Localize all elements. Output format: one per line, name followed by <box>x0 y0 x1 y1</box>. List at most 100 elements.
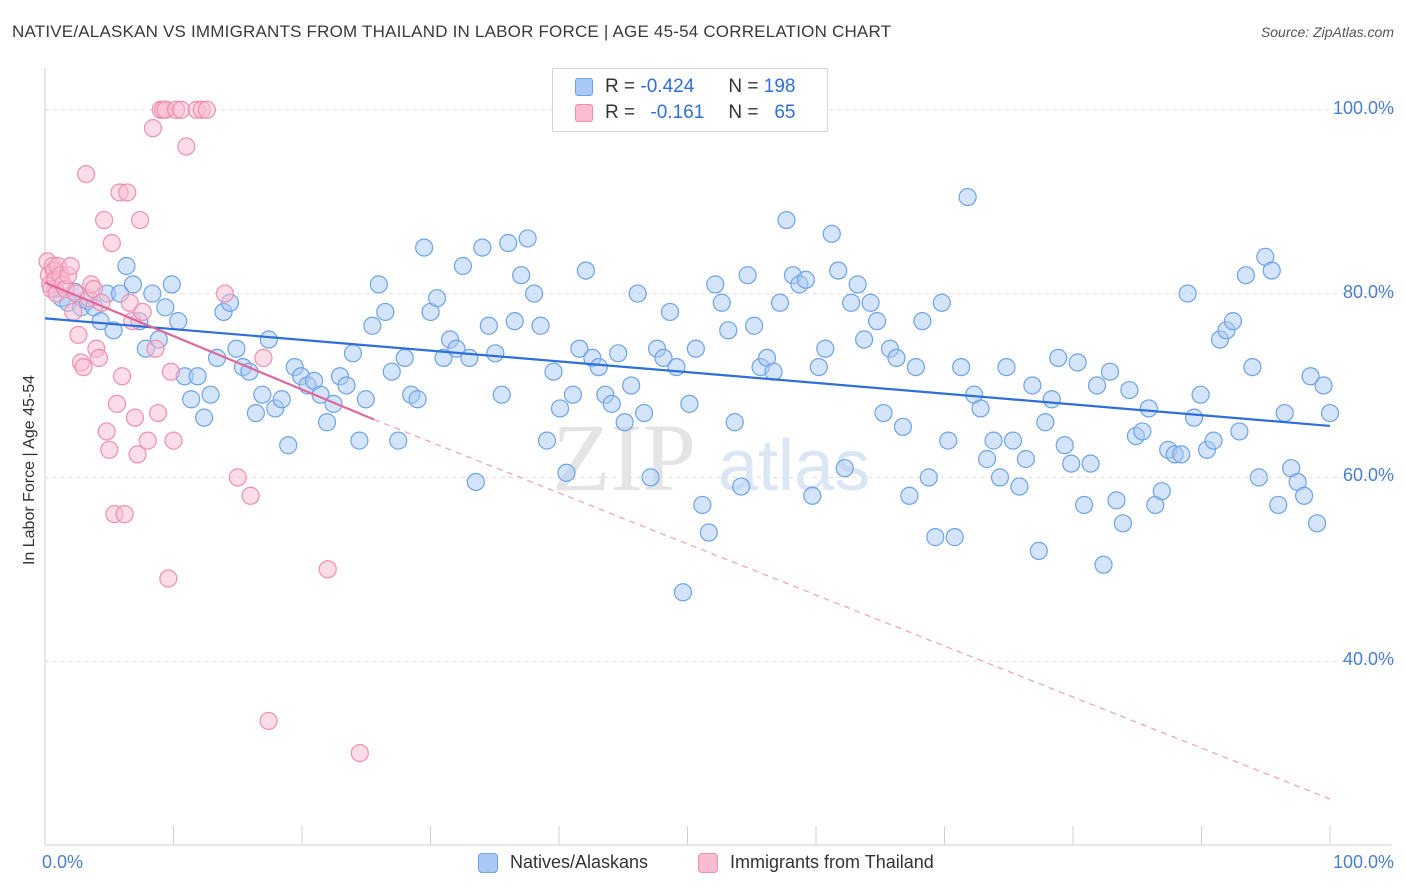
point-natives <box>822 224 841 243</box>
point-natives <box>686 339 705 358</box>
point-natives <box>887 348 906 368</box>
point-natives <box>803 486 822 505</box>
point-natives <box>906 357 925 377</box>
point-natives <box>1042 390 1061 409</box>
trend-line-natives <box>44 317 1331 428</box>
point-natives <box>415 238 434 257</box>
point-natives <box>654 348 673 368</box>
point-natives <box>427 289 447 308</box>
point-natives <box>628 284 647 303</box>
point-thailand <box>241 486 260 505</box>
point-natives <box>796 270 815 289</box>
point-natives <box>1172 445 1191 464</box>
stats-r-value: -0.424 <box>640 76 695 97</box>
stats-r-label: R = <box>605 102 636 123</box>
y-tick-label: 40.0% <box>1342 649 1394 670</box>
point-thailand <box>143 119 163 138</box>
point-natives <box>1036 413 1055 432</box>
point-natives <box>570 339 589 358</box>
point-natives <box>279 436 298 455</box>
point-natives <box>343 344 363 363</box>
point-thailand <box>130 210 150 230</box>
legend-swatch-natives <box>478 852 498 873</box>
point-natives <box>764 362 783 381</box>
axes <box>44 68 1392 846</box>
point-natives <box>479 316 498 335</box>
point-thailand <box>164 431 183 450</box>
point-natives <box>1113 514 1133 533</box>
point-natives <box>777 210 796 230</box>
x-tick-label-max: 100.0% <box>1332 852 1394 872</box>
point-natives <box>913 312 932 331</box>
point-natives <box>939 431 958 450</box>
point-natives <box>712 293 731 312</box>
point-natives <box>356 390 375 409</box>
point-thailand <box>107 394 127 413</box>
point-thailand <box>254 348 273 368</box>
point-natives <box>990 468 1010 487</box>
point-thailand <box>148 403 168 423</box>
point-natives <box>1100 362 1120 381</box>
point-natives <box>926 528 945 547</box>
stats-swatch-natives <box>575 78 593 96</box>
point-natives <box>337 376 356 395</box>
stats-n-value: 65 <box>774 102 796 123</box>
point-natives <box>1314 376 1333 395</box>
legend-item-thailand[interactable]: Immigrants from Thailand <box>698 852 934 873</box>
point-natives <box>1120 380 1139 400</box>
point-natives <box>143 284 162 303</box>
legend-item-natives[interactable]: Natives/Alaskans <box>478 852 648 873</box>
point-natives <box>835 459 854 478</box>
point-natives <box>182 390 201 409</box>
point-natives <box>1068 353 1087 372</box>
point-natives <box>1010 477 1029 496</box>
point-natives <box>1262 261 1281 280</box>
point-natives <box>867 312 887 331</box>
legend-label-natives: Natives/Alaskans <box>510 852 649 872</box>
gridlines <box>45 109 1392 662</box>
stats-r-value: -0.161 <box>650 102 705 123</box>
point-natives <box>893 417 913 436</box>
stats-row-thailand: R = -0.161 N = 65 <box>575 100 795 126</box>
point-natives <box>188 367 207 386</box>
point-natives <box>809 357 828 377</box>
point-natives <box>1243 357 1262 377</box>
point-natives <box>376 302 395 322</box>
point-natives <box>609 344 628 363</box>
point-natives <box>525 284 544 303</box>
point-natives <box>770 293 790 312</box>
point-natives <box>253 385 272 404</box>
point-natives <box>919 468 938 487</box>
stats-r-label: R = <box>605 76 636 97</box>
x-tick-label-min: 0.0% <box>42 852 84 872</box>
point-thailand <box>102 233 121 253</box>
point-natives <box>997 357 1016 377</box>
point-natives <box>473 238 492 257</box>
point-natives <box>1107 491 1126 510</box>
point-natives <box>1133 422 1152 441</box>
point-natives <box>563 385 583 404</box>
y-tick-label: 100.0% <box>1332 97 1394 118</box>
point-natives <box>259 330 278 349</box>
point-natives <box>576 261 595 280</box>
point-natives <box>984 431 1003 450</box>
point-natives <box>900 486 919 505</box>
point-natives <box>537 431 557 450</box>
stats-row-natives: R = -0.424 N = 198 <box>575 74 795 100</box>
point-natives <box>977 449 997 469</box>
point-natives <box>317 413 337 432</box>
point-thailand <box>112 367 132 386</box>
point-thailand <box>74 357 93 377</box>
point-natives <box>641 468 660 487</box>
point-natives <box>680 394 699 413</box>
point-natives <box>874 403 893 423</box>
point-natives <box>1029 541 1048 561</box>
point-natives <box>945 528 964 547</box>
point-natives <box>557 463 576 482</box>
legend-swatch-thailand <box>698 852 718 873</box>
point-natives <box>117 256 136 276</box>
point-natives <box>1152 482 1171 501</box>
point-natives <box>1320 403 1340 423</box>
point-natives <box>460 348 479 368</box>
